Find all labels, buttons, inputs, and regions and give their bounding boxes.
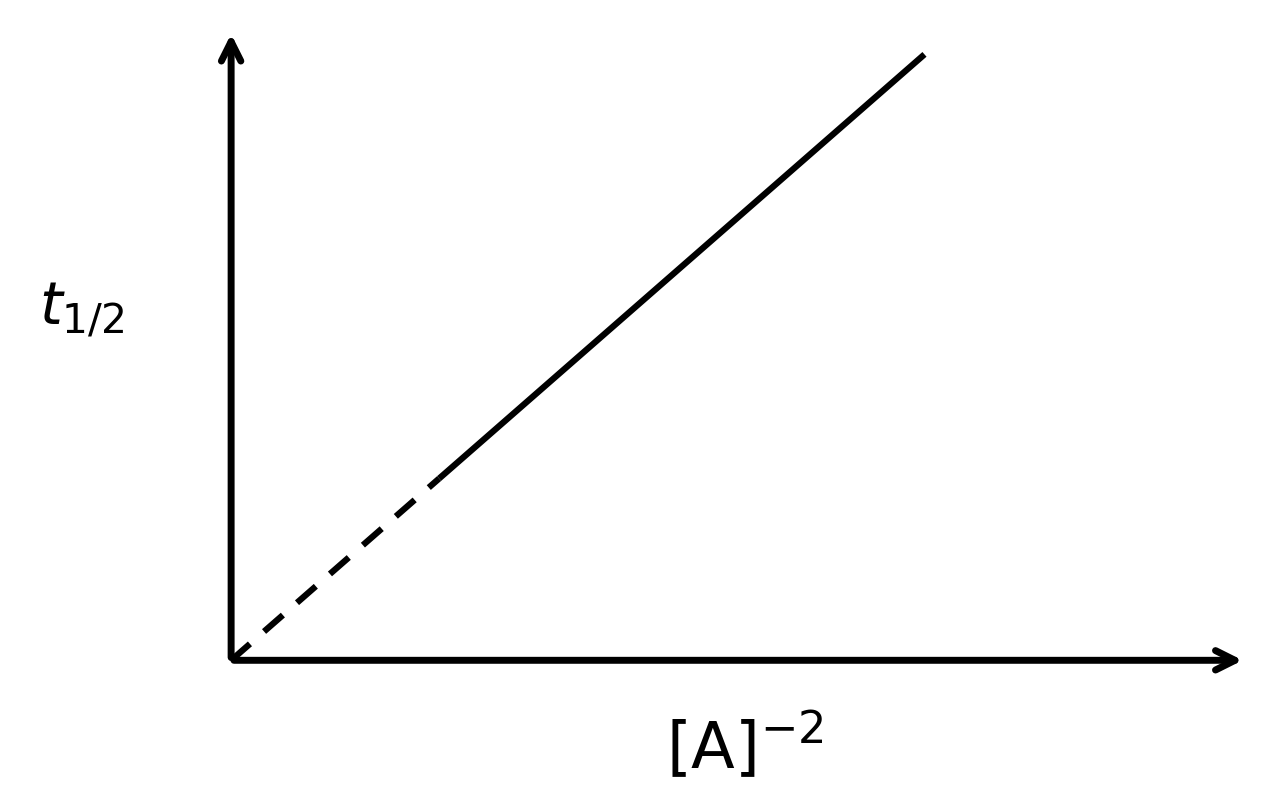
Text: $\mathit{t}_{1/2}$: $\mathit{t}_{1/2}$ (39, 281, 123, 340)
Text: $[\mathrm{A}]^{-2}$: $[\mathrm{A}]^{-2}$ (666, 710, 823, 781)
